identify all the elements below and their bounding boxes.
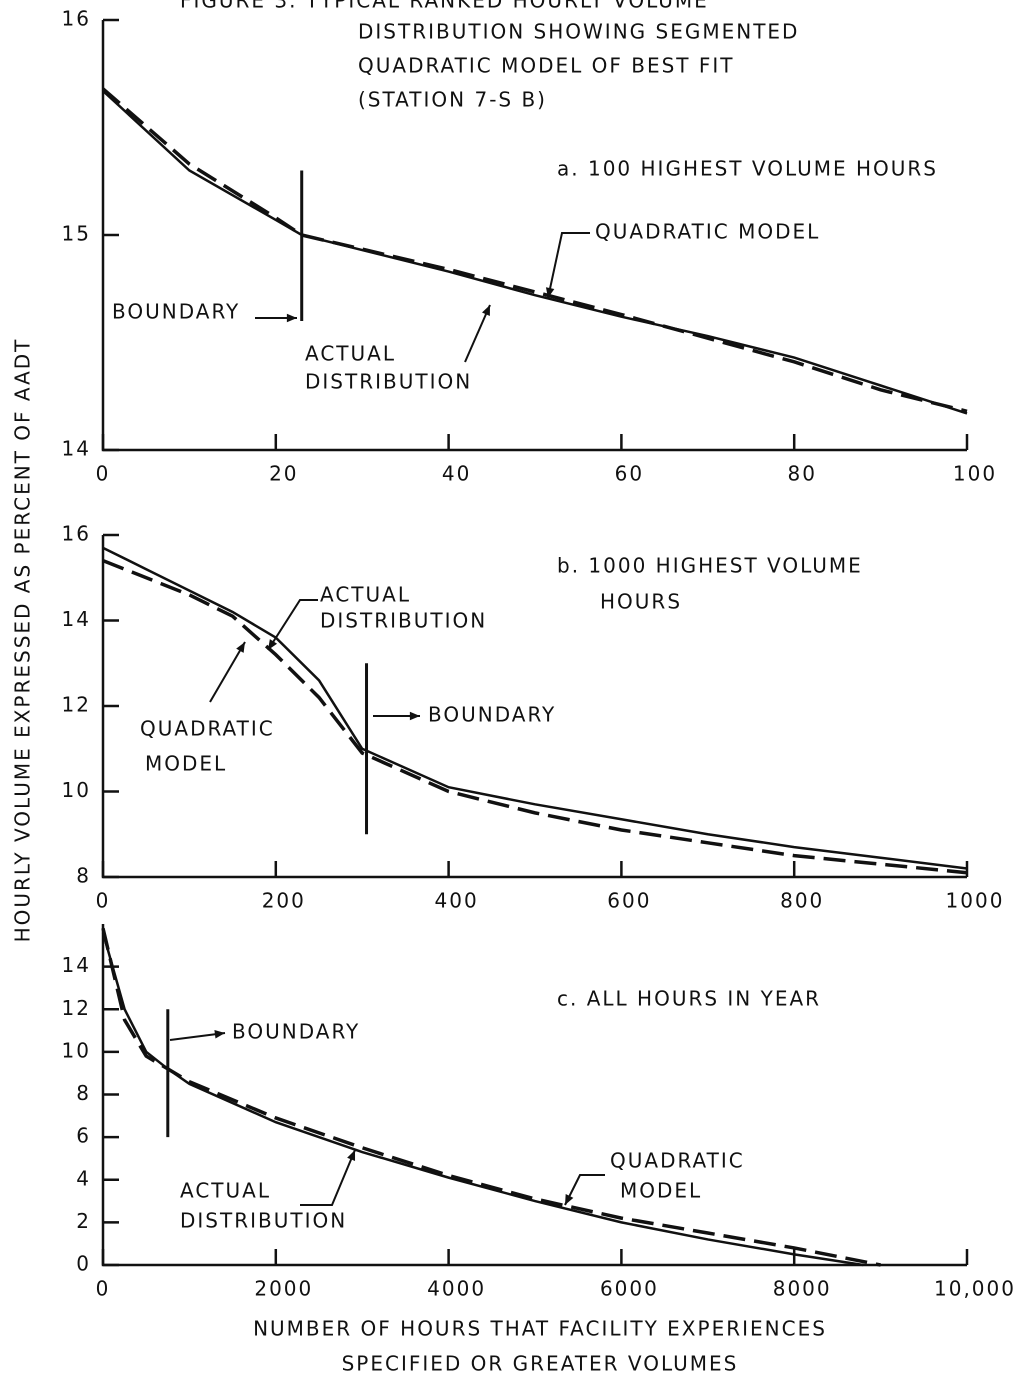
x-tick-label: 800 [780, 889, 824, 913]
annotation: QUADRATIC [610, 1149, 745, 1173]
arrow-head [236, 642, 245, 653]
leader-line [464, 304, 491, 363]
x-tick-label: 0 [96, 889, 111, 913]
panel-subtitle: c. ALL HOURS IN YEAR [557, 987, 821, 1011]
y-tick-label: 16 [62, 7, 91, 31]
x-tick-label: 1000 [946, 889, 1005, 913]
arrow-head [286, 313, 297, 323]
annotation: ACTUAL [180, 1179, 271, 1203]
y-tick-label: 10 [62, 1038, 91, 1062]
leader-line [209, 641, 246, 703]
y-tick-label: 14 [62, 607, 91, 631]
data-line [101, 932, 864, 1267]
title-line: FIGURE 3. TYPICAL RANKED HOURLY VOLUME [180, 0, 709, 13]
data-line [102, 546, 968, 870]
x-tick-label: 400 [435, 889, 479, 913]
panel-subtitle: b. 1000 HIGHEST VOLUME [557, 554, 863, 578]
x-tick-label: 4000 [427, 1277, 486, 1301]
y-tick-label: 10 [62, 778, 91, 802]
leader-line [547, 232, 590, 299]
data-line [101, 87, 968, 413]
y-axis-label: HOURLY VOLUME EXPRESSED AS PERCENT OF AA… [11, 338, 35, 943]
annotation: BOUNDARY [112, 300, 240, 324]
y-tick-label: 0 [76, 1252, 91, 1276]
data-line [102, 559, 968, 875]
y-tick-label: 8 [76, 864, 91, 888]
x-tick-label: 600 [607, 889, 651, 913]
arrow-head [347, 1150, 356, 1161]
x-tick-label: 40 [442, 462, 471, 486]
axes [101, 20, 967, 452]
x-tick-label: 2000 [254, 1277, 313, 1301]
x-tick-label: 100 [953, 462, 997, 486]
annotation: QUADRATIC [140, 717, 275, 741]
y-tick-label: 8 [76, 1081, 91, 1105]
arrow-head [482, 305, 490, 316]
arrow-head [268, 639, 278, 650]
annotation: DISTRIBUTION [180, 1209, 347, 1233]
annotation: BOUNDARY [232, 1020, 360, 1044]
y-tick-label: 6 [76, 1124, 91, 1148]
annotation: MODEL [145, 752, 227, 776]
data-line [101, 927, 881, 1267]
x-tick-label: 8000 [773, 1277, 832, 1301]
x-tick-label: 80 [787, 462, 816, 486]
leader-line [564, 1174, 605, 1206]
annotation: MODEL [620, 1179, 702, 1203]
x-axis-label: NUMBER OF HOURS THAT FACILITY EXPERIENCE… [253, 1317, 827, 1341]
panel-subtitle: HOURS [600, 590, 682, 614]
x-tick-label: 10,000 [934, 1277, 1016, 1301]
arrow-head [545, 287, 555, 298]
x-tick-label: 60 [615, 462, 644, 486]
y-tick-label: 12 [62, 996, 91, 1020]
panel-subtitle: a. 100 HIGHEST VOLUME HOURS [557, 157, 938, 181]
y-tick-label: 14 [62, 437, 91, 461]
x-tick-label: 6000 [600, 1277, 659, 1301]
y-tick-label: 14 [62, 953, 91, 977]
x-tick-label: 200 [262, 889, 306, 913]
x-axis-label: SPECIFIED OR GREATER VOLUMES [342, 1352, 739, 1376]
annotation: ACTUAL [305, 342, 396, 366]
y-tick-label: 12 [62, 693, 91, 717]
x-tick-label: 0 [96, 1277, 111, 1301]
y-tick-label: 4 [76, 1166, 91, 1190]
x-tick-label: 0 [96, 462, 111, 486]
annotation: QUADRATIC MODEL [595, 220, 820, 244]
leader-line [300, 1149, 356, 1206]
arrow-head [409, 711, 420, 721]
annotation: ACTUAL [320, 583, 411, 607]
annotation: DISTRIBUTION [320, 609, 487, 633]
y-tick-label: 16 [62, 522, 91, 546]
title-line: (STATION 7-S B) [358, 88, 547, 112]
arrow-head [565, 1194, 574, 1205]
annotation: BOUNDARY [428, 703, 556, 727]
leader-line [267, 599, 318, 651]
title-line: QUADRATIC MODEL OF BEST FIT [358, 54, 735, 78]
y-tick-label: 2 [76, 1209, 91, 1233]
title-line: DISTRIBUTION SHOWING SEGMENTED [358, 20, 799, 44]
x-tick-label: 20 [269, 462, 298, 486]
arrow-head [214, 1030, 225, 1039]
annotation: DISTRIBUTION [305, 370, 472, 394]
y-tick-label: 15 [62, 222, 91, 246]
data-line [102, 90, 968, 415]
